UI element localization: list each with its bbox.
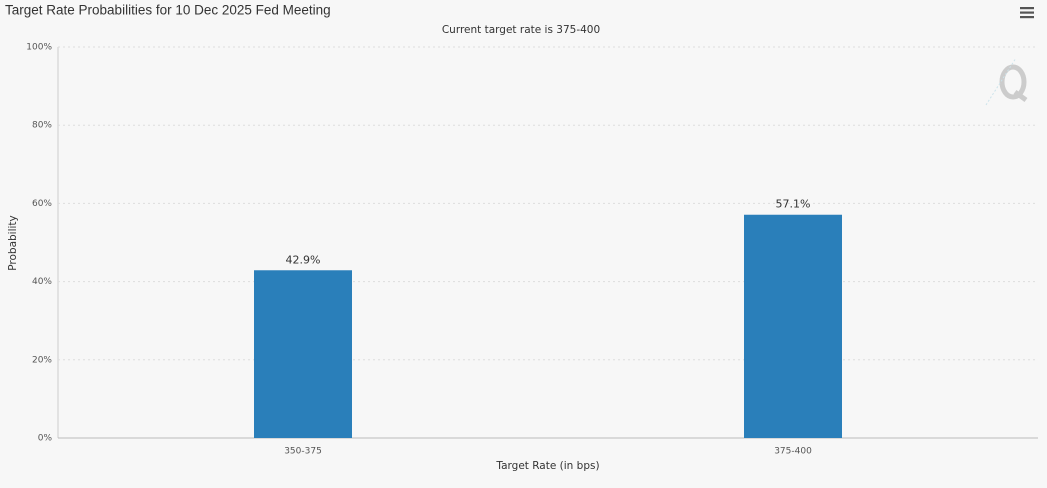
menu-bar [1020, 11, 1034, 14]
menu-bar [1020, 16, 1034, 19]
logo-swoosh [985, 57, 1017, 106]
logo-tail [1013, 89, 1028, 103]
y-tick-label: 0% [38, 434, 53, 444]
menu-button[interactable] [1020, 7, 1034, 19]
bar [744, 214, 842, 438]
x-tick-label: 375-400 [774, 447, 812, 457]
x-axis-label: Target Rate (in bps) [495, 460, 599, 472]
value-label: 42.9% [286, 253, 321, 266]
chart-title: Target Rate Probabilities for 10 Dec 202… [5, 3, 331, 18]
x-tick-label: 350-375 [284, 447, 322, 457]
y-tick-label: 20% [32, 355, 52, 365]
chart-subtitle: Current target rate is 375-400 [442, 24, 600, 36]
value-label: 57.1% [776, 198, 811, 211]
y-tick-label: 40% [32, 277, 52, 287]
y-tick-label: 100% [26, 43, 52, 53]
menu-bar [1020, 7, 1034, 10]
y-axis-label: Probability [7, 215, 19, 271]
logo-ring [999, 64, 1027, 100]
y-tick-label: 80% [32, 121, 52, 131]
bar [254, 270, 352, 438]
watermark-logo [985, 57, 1028, 106]
y-tick-label: 60% [32, 199, 52, 209]
